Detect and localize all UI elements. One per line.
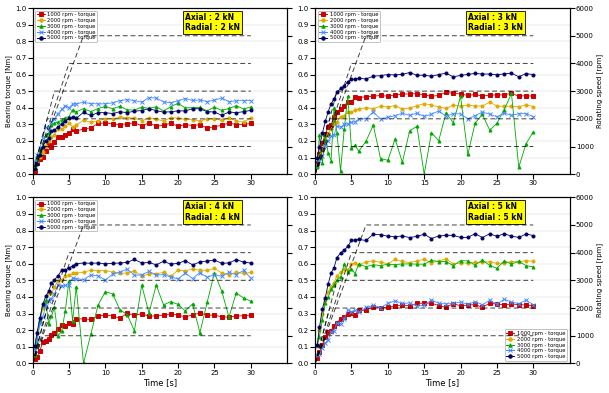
Legend: 1000 rpm - torque, 2000 rpm - torque, 3000 rpm - torque, 4000 rpm - torque, 5000: 1000 rpm - torque, 2000 rpm - torque, 30…	[505, 329, 567, 361]
Legend: 1000 rpm - torque, 2000 rpm - torque, 3000 rpm - torque, 4000 rpm - torque, 5000: 1000 rpm - torque, 2000 rpm - torque, 30…	[35, 200, 97, 231]
Y-axis label: Rotating speed [rpm]: Rotating speed [rpm]	[597, 54, 604, 128]
Text: Axial : 2 kN
Radial : 2 kN: Axial : 2 kN Radial : 2 kN	[185, 13, 241, 33]
Text: Axial : 3 kN
Radial : 3 kN: Axial : 3 kN Radial : 3 kN	[468, 13, 523, 33]
Legend: 1000 rpm - torque, 2000 rpm - torque, 3000 rpm - torque, 4000 rpm - torque, 5000: 1000 rpm - torque, 2000 rpm - torque, 30…	[35, 11, 97, 42]
X-axis label: Time [s]: Time [s]	[425, 378, 459, 387]
Y-axis label: Bearing torque [Nm]: Bearing torque [Nm]	[5, 55, 12, 127]
X-axis label: Time [s]: Time [s]	[143, 378, 177, 387]
Y-axis label: Bearing torque [Nm]: Bearing torque [Nm]	[5, 244, 12, 316]
Text: Axial : 5 kN
Radial : 5 kN: Axial : 5 kN Radial : 5 kN	[468, 202, 523, 222]
Y-axis label: Rotating speed [rpm]: Rotating speed [rpm]	[597, 243, 604, 318]
Text: Axial : 4 kN
Radial : 4 kN: Axial : 4 kN Radial : 4 kN	[185, 202, 241, 222]
Legend: 1000 rpm - torque, 2000 rpm - torque, 3000 rpm - torque, 4000 rpm - torque, 5000: 1000 rpm - torque, 2000 rpm - torque, 30…	[318, 11, 380, 42]
